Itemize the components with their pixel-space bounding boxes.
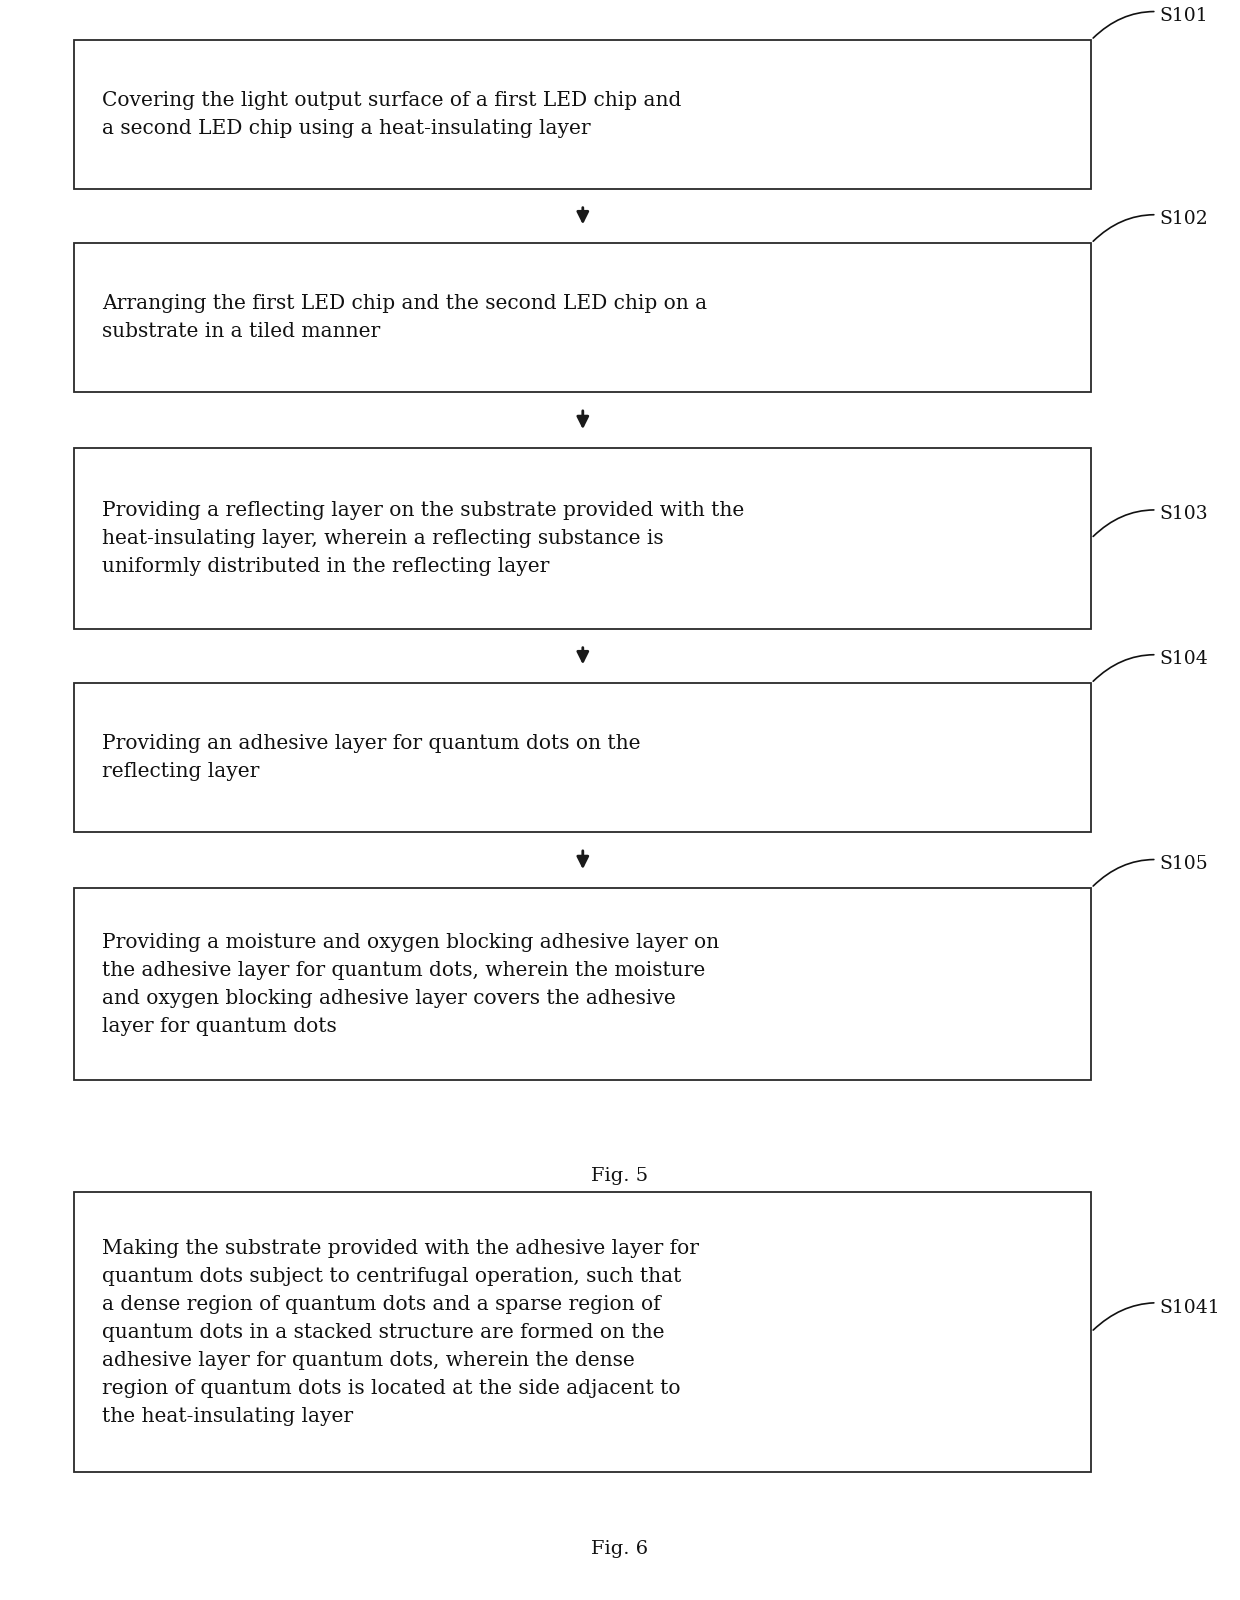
Bar xyxy=(74,448,1091,629)
Text: S104: S104 xyxy=(1094,650,1208,682)
Bar xyxy=(74,1192,1091,1472)
Text: Covering the light output surface of a first LED chip and
a second LED chip usin: Covering the light output surface of a f… xyxy=(102,91,681,138)
Bar xyxy=(74,888,1091,1080)
Bar xyxy=(74,243,1091,392)
Text: Providing a moisture and oxygen blocking adhesive layer on
the adhesive layer fo: Providing a moisture and oxygen blocking… xyxy=(102,933,719,1035)
Bar xyxy=(74,683,1091,832)
Text: Fig. 6: Fig. 6 xyxy=(591,1539,649,1558)
Text: S105: S105 xyxy=(1094,854,1208,886)
Text: Providing a reflecting layer on the substrate provided with the
heat-insulating : Providing a reflecting layer on the subs… xyxy=(102,501,744,576)
Text: S103: S103 xyxy=(1094,506,1208,536)
Text: S101: S101 xyxy=(1094,6,1208,38)
Text: Arranging the first LED chip and the second LED chip on a
substrate in a tiled m: Arranging the first LED chip and the sec… xyxy=(102,294,707,341)
Text: S102: S102 xyxy=(1094,210,1208,242)
Text: Fig. 5: Fig. 5 xyxy=(591,1166,649,1186)
Text: S1041: S1041 xyxy=(1094,1299,1220,1330)
Text: Providing an adhesive layer for quantum dots on the
reflecting layer: Providing an adhesive layer for quantum … xyxy=(102,734,640,781)
Text: Making the substrate provided with the adhesive layer for
quantum dots subject t: Making the substrate provided with the a… xyxy=(102,1238,698,1426)
Bar xyxy=(74,40,1091,189)
